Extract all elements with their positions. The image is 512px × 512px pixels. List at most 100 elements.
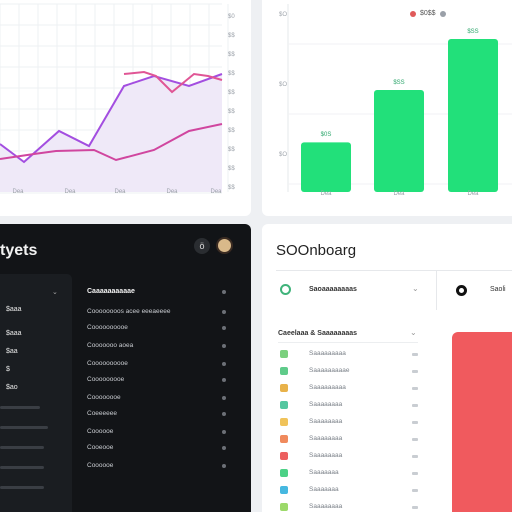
top-row-label: $0$$ xyxy=(420,10,436,17)
list-item[interactable]: Cooooooooe xyxy=(87,376,125,383)
row-action-icon[interactable] xyxy=(412,421,418,424)
bar-category-label: Dea xyxy=(393,191,405,197)
row-action-icon[interactable] xyxy=(412,404,418,407)
y-tick-label: $O xyxy=(279,152,288,158)
y-tick-label: $$ xyxy=(228,147,235,153)
chevron-down-icon[interactable]: ⌄ xyxy=(410,328,417,337)
list-item[interactable]: Saaaaaaa xyxy=(309,486,339,493)
sidebar-placeholder xyxy=(0,406,40,409)
bell-icon[interactable]: ö xyxy=(194,238,210,254)
list-item[interactable]: Saaaaaaaaae xyxy=(309,367,350,374)
area-fill xyxy=(0,74,222,192)
list-item[interactable]: Saaaaaaaa xyxy=(309,452,343,459)
row-action-icon[interactable] xyxy=(412,387,418,390)
sidebar-item[interactable]: $ xyxy=(6,366,10,373)
list-item[interactable]: Saaaaaaa xyxy=(309,469,339,476)
row-dot-icon xyxy=(222,310,226,314)
row-icon xyxy=(280,435,288,443)
grey-dot-icon xyxy=(439,10,446,17)
sidebar-item[interactable]: $ao xyxy=(6,384,18,391)
row-dot-icon xyxy=(222,412,226,416)
y-tick-label: $$ xyxy=(228,109,235,115)
row-dot-icon xyxy=(222,446,226,450)
y-tick-label: $0 xyxy=(228,14,235,20)
sidebar-item[interactable]: $aaa xyxy=(6,330,22,337)
bar-value-label: $0S xyxy=(320,132,332,139)
bar-value-label: $SS xyxy=(393,80,405,86)
y-tick-label: $O xyxy=(279,12,288,18)
row-action-icon[interactable] xyxy=(412,438,418,441)
avatar[interactable] xyxy=(216,237,233,254)
bar xyxy=(448,39,498,192)
divider xyxy=(276,270,512,271)
list-item[interactable]: Coooooooooe xyxy=(87,324,128,331)
divider xyxy=(436,270,437,310)
red-dot-icon xyxy=(410,10,416,17)
line-chart-card: Dea Dea Dea Dea Dea $0 $$ $$ $$ $$ $$ $$ $$ $$ $$ xyxy=(0,0,251,216)
x-tick-label: Dea xyxy=(166,189,178,195)
refresh-icon xyxy=(280,284,291,295)
series-line xyxy=(0,123,223,162)
y-tick-label: $$ xyxy=(228,90,235,96)
chevron-down-icon[interactable]: ⌄ xyxy=(412,284,419,293)
row-dot-icon xyxy=(222,378,226,382)
row-icon xyxy=(280,486,288,494)
dark-panel: tyets ö ⌄ $aaa $aaa $aa $ $ao Caaaaaaaaa… xyxy=(0,224,251,512)
bar xyxy=(374,90,424,192)
row-action-icon[interactable] xyxy=(412,506,418,509)
list-item[interactable]: Saaaaaaaa xyxy=(309,418,343,425)
dark-panel-title: tyets xyxy=(0,242,38,259)
red-panel-block xyxy=(452,332,512,512)
y-tick-label: $O xyxy=(279,82,288,88)
dark-sidebar: ⌄ $aaa $aaa $aa $ $ao xyxy=(0,274,72,512)
bar xyxy=(301,142,351,192)
sidebar-item[interactable]: $aaa xyxy=(6,306,22,313)
chevron-down-icon[interactable]: ⌄ xyxy=(52,289,58,296)
list-item[interactable]: Coooooe xyxy=(87,428,114,435)
top-row-toolbar[interactable]: $0$$ xyxy=(410,10,446,17)
row-icon xyxy=(280,503,288,511)
y-tick-label: $$ xyxy=(228,71,235,77)
list-item[interactable]: Coeeeeee xyxy=(87,410,117,417)
list-item[interactable]: Saaaaaaaaa xyxy=(309,384,346,391)
list-item[interactable]: Saaaaaaaa xyxy=(309,401,343,408)
row-action-icon[interactable] xyxy=(412,472,418,475)
row-icon xyxy=(280,469,288,477)
light-panel-title: SOOnboarg xyxy=(276,242,357,259)
series-line xyxy=(123,70,223,94)
list-item[interactable]: Coooooooos acee eeeaeeee xyxy=(87,308,171,315)
list-item[interactable]: Saaaaaaaa xyxy=(309,503,343,510)
list-item[interactable]: Coooooooe xyxy=(87,394,121,401)
row-action-icon[interactable] xyxy=(412,353,418,356)
list-item[interactable]: Cooooooo aoea xyxy=(87,342,134,349)
row-dot-icon xyxy=(222,362,226,366)
row-action-icon[interactable] xyxy=(412,489,418,492)
bar-category-label: Dea xyxy=(467,191,479,197)
list-item[interactable]: Saaaaaaaa xyxy=(309,435,343,442)
sidebar-placeholder xyxy=(0,426,48,429)
y-tick-label: $$ xyxy=(228,33,235,39)
row-action-icon[interactable] xyxy=(412,370,418,373)
sidebar-item[interactable]: $aa xyxy=(6,348,18,355)
list-item[interactable]: Coooooe xyxy=(87,462,114,469)
dropdown-label[interactable]: Saoaaaaaaaas xyxy=(309,286,357,293)
y-tick-label: $$ xyxy=(228,166,235,172)
sidebar-placeholder xyxy=(0,446,44,449)
row-dot-icon xyxy=(222,464,226,468)
divider xyxy=(278,342,418,343)
x-tick-label: Dea xyxy=(64,189,76,195)
row-dot-icon xyxy=(222,396,226,400)
sidebar-placeholder xyxy=(0,486,44,489)
bar-category-label: Dea xyxy=(320,191,332,197)
y-tick-label: $$ xyxy=(228,128,235,134)
row-icon xyxy=(280,418,288,426)
list-item[interactable]: Saaaaaaaaa xyxy=(309,350,346,357)
ring-icon[interactable] xyxy=(456,285,467,296)
list-item[interactable]: Cooeooe xyxy=(87,444,114,451)
line-chart xyxy=(0,3,229,194)
row-action-icon[interactable] xyxy=(412,455,418,458)
list-item[interactable]: Coooooooooe xyxy=(87,360,128,367)
sidebar-placeholder xyxy=(0,466,44,469)
right-label[interactable]: Saoli xyxy=(490,286,506,293)
section-title[interactable]: Caeelaaa & Saaaaaaaas xyxy=(278,330,358,337)
